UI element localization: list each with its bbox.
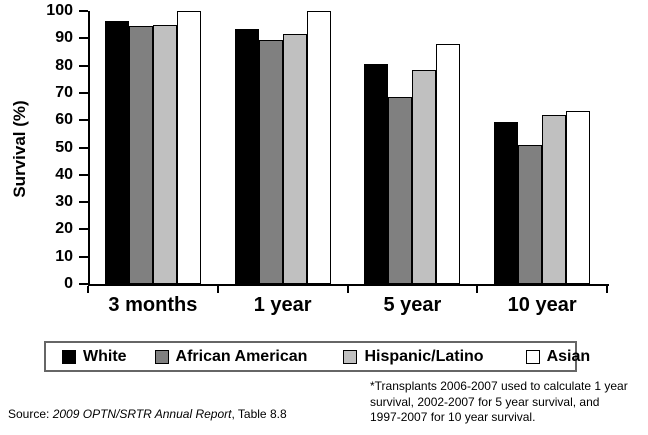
bar-white-1-year (235, 29, 259, 284)
x-axis-tick (476, 286, 479, 293)
bar-white-5-year (364, 64, 388, 284)
category-label-3-months: 3 months (108, 294, 198, 316)
bar-asian-5-year (436, 44, 460, 284)
bar-asian-10-year (566, 111, 590, 284)
bar-hispanic-latino-10-year (542, 115, 566, 284)
y-axis-tick (79, 10, 88, 12)
bar-hispanic-latino-5-year (412, 70, 436, 284)
source-line: Source: 2009 OPTN/SRTR Annual Report, Ta… (8, 407, 287, 421)
category-label-5-year: 5 year (383, 294, 442, 316)
legend-box: White African American Hispanic/Latino Asia… (44, 341, 590, 372)
legend-swatch (343, 349, 358, 364)
x-axis-tick (346, 286, 349, 293)
y-axis-tick (79, 201, 88, 204)
y-axis-tick (79, 283, 88, 285)
bar-african-american-3-months (129, 26, 153, 284)
legend-label: Hispanic/Latino (364, 347, 484, 365)
y-tick-label: 50 (55, 138, 73, 156)
y-tick-label: 100 (46, 2, 73, 19)
legend-item-white: White (62, 348, 127, 366)
legend-item-african-american: African American (154, 347, 308, 366)
footnote-text: *Transplants 2006-2007 used to calculate… (370, 379, 628, 424)
y-tick-label: 70 (55, 83, 73, 101)
bar-asian-3-months (177, 11, 201, 284)
y-axis-tick (79, 91, 88, 94)
legend-label: Asian (546, 347, 591, 365)
bar-hispanic-latino-1-year (283, 34, 307, 284)
source-citation: 2009 OPTN/SRTR Annual Report (52, 407, 232, 421)
x-axis-tick (606, 286, 608, 293)
y-axis-tick (79, 173, 88, 176)
y-tick-label: 60 (55, 111, 73, 129)
bar-asian-1-year (307, 11, 331, 284)
y-tick-label: 90 (55, 29, 73, 47)
legend-swatch (62, 349, 76, 364)
x-axis-tick (216, 286, 219, 293)
legend-item-hispanic-latino: Hispanic/Latino (343, 347, 484, 366)
x-axis-tick (87, 286, 89, 293)
y-axis-tick (79, 37, 88, 40)
category-label-1-year: 1 year (253, 294, 312, 316)
source-suffix: , Table 8.8 (231, 407, 287, 421)
legend-swatch (525, 349, 540, 364)
y-axis-tick (79, 228, 88, 231)
y-axis-tick (79, 119, 88, 122)
bar-african-american-5-year (388, 97, 412, 284)
bar-white-10-year (494, 122, 518, 284)
plot-area (88, 11, 609, 286)
y-tick-label: 30 (55, 193, 73, 211)
y-axis-tick (79, 255, 88, 258)
y-axis-tick (79, 64, 88, 67)
bar-hispanic-latino-3-months (153, 25, 177, 284)
y-tick-label: 40 (55, 165, 73, 183)
legend-label: White (83, 347, 127, 365)
legend-label: African American (175, 347, 308, 365)
source-prefix: Source: (8, 407, 53, 421)
category-label-10-year: 10 year (507, 294, 577, 316)
y-tick-label: 20 (55, 220, 73, 238)
legend-swatch (154, 349, 169, 364)
y-tick-label: 0 (64, 275, 73, 292)
y-axis-tick (79, 146, 88, 149)
y-tick-label: 10 (55, 247, 73, 265)
bar-white-3-months (105, 21, 129, 284)
legend-item-asian: Asian (525, 347, 591, 366)
y-tick-label: 80 (55, 56, 73, 74)
bar-african-american-1-year (259, 40, 283, 284)
bar-african-american-10-year (518, 145, 542, 284)
